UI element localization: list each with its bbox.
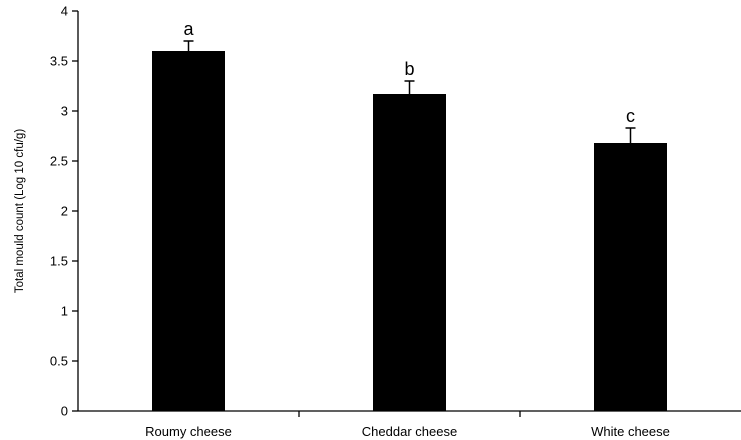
- significance-label: c: [626, 106, 635, 126]
- y-tick-label: 2: [61, 204, 68, 219]
- bar: [152, 51, 225, 411]
- y-tick-label: 1.5: [50, 254, 68, 269]
- y-tick-label: 2.5: [50, 154, 68, 169]
- y-tick-label: 3: [61, 104, 68, 119]
- y-tick-label: 0: [61, 404, 68, 419]
- bar: [594, 143, 667, 411]
- y-axis-label: Total mould count (Log 10 cfu/g): [14, 129, 26, 293]
- category-label: Roumy cheese: [145, 424, 232, 439]
- category-label: White cheese: [591, 424, 670, 439]
- bars: [152, 40, 667, 411]
- significance-label: a: [183, 19, 194, 39]
- y-tick-label: 0.5: [50, 354, 68, 369]
- significance-label: b: [404, 59, 414, 79]
- y-ticks: 0 0.5 1 1.5 2 2.5 3 3.5 4: [50, 4, 521, 419]
- y-tick-label: 4: [61, 4, 68, 19]
- category-label: Cheddar cheese: [362, 424, 457, 439]
- y-tick-label: 1: [61, 304, 68, 319]
- category-labels: a Roumy cheese b Cheddar cheese c White chees…: [145, 19, 670, 439]
- y-tick-label: 3.5: [50, 54, 68, 69]
- bar: [373, 94, 446, 411]
